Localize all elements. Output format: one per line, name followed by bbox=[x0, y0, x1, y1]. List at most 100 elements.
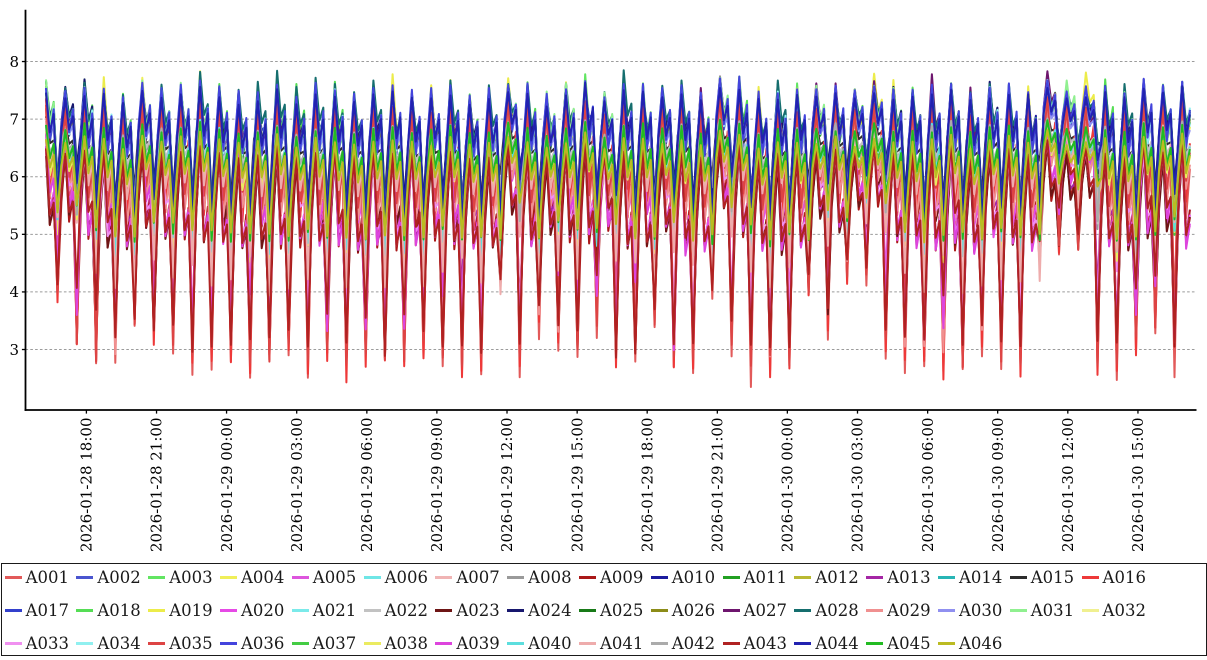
legend-swatch-a030 bbox=[937, 609, 955, 613]
y-tick-label-4: 4 bbox=[9, 283, 19, 301]
x-tick-label-12: 2026-01-30 06:00 bbox=[919, 418, 937, 552]
legend-label-a042: A042 bbox=[671, 633, 716, 653]
legend-item-a045: A045 bbox=[866, 630, 938, 657]
legend-label-a041: A041 bbox=[599, 633, 644, 653]
y-tick-label-3: 3 bbox=[9, 341, 19, 359]
legend-label-a026: A026 bbox=[671, 600, 716, 620]
legend-swatch-a041 bbox=[578, 642, 596, 646]
x-tick-label-0: 2026-01-28 18:00 bbox=[78, 418, 96, 552]
legend-label-a045: A045 bbox=[887, 633, 931, 653]
legend-item-a024: A024 bbox=[507, 597, 579, 624]
y-axis: 3 4 5 6 7 8 bbox=[9, 53, 26, 359]
legend-item-a016: A016 bbox=[1081, 564, 1154, 591]
legend-item-a019: A019 bbox=[148, 597, 220, 624]
legend-label-a007: A007 bbox=[456, 567, 500, 587]
legend-label-a020: A020 bbox=[240, 600, 285, 620]
legend-label-a046: A046 bbox=[958, 633, 1003, 653]
legend-item-a014: A014 bbox=[937, 564, 1010, 591]
legend-label-a016: A016 bbox=[1102, 567, 1146, 587]
legend-label-a003: A003 bbox=[169, 567, 213, 587]
legend-swatch-a007 bbox=[435, 576, 453, 580]
legend-item-a003: A003 bbox=[148, 564, 220, 591]
legend-swatch-a013 bbox=[866, 576, 884, 580]
legend-swatch-a037 bbox=[291, 642, 309, 646]
legend-label-a019: A019 bbox=[169, 600, 213, 620]
legend-swatch-a017 bbox=[4, 609, 22, 613]
legend-label-a044: A044 bbox=[815, 633, 859, 653]
legend-swatch-a042 bbox=[650, 642, 668, 646]
legend-item-a004: A004 bbox=[219, 564, 292, 591]
legend-swatch-a004 bbox=[219, 576, 237, 580]
legend-item-a044: A044 bbox=[794, 630, 866, 657]
x-tick-label-9: 2026-01-29 21:00 bbox=[709, 418, 727, 552]
legend-swatch-a012 bbox=[794, 576, 812, 580]
legend: A001 A002 A003 A004 A005 A006 A007 A008 A009 A010… bbox=[1, 563, 1207, 657]
legend-item-a025: A025 bbox=[578, 597, 651, 624]
legend-label-a037: A037 bbox=[312, 633, 357, 653]
legend-label-a005: A005 bbox=[312, 567, 357, 587]
legend-swatch-a021 bbox=[291, 609, 309, 613]
legend-swatch-a005 bbox=[291, 576, 309, 580]
x-tick-label-5: 2026-01-29 09:00 bbox=[428, 418, 446, 552]
legend-item-a036: A036 bbox=[219, 630, 292, 657]
legend-item-a010: A010 bbox=[650, 564, 723, 591]
legend-item-a008: A008 bbox=[507, 564, 579, 591]
y-tick-label-8: 8 bbox=[9, 53, 19, 71]
legend-swatch-a029 bbox=[866, 609, 884, 613]
legend-label-a029: A029 bbox=[887, 600, 931, 620]
legend-item-a018: A018 bbox=[76, 597, 148, 624]
series-line-A044 bbox=[45, 81, 1191, 227]
legend-swatch-a016 bbox=[1081, 576, 1099, 580]
legend-item-a028: A028 bbox=[794, 597, 866, 624]
legend-swatch-a001 bbox=[4, 576, 22, 580]
legend-item-a005: A005 bbox=[291, 564, 364, 591]
x-tick-label-4: 2026-01-29 06:00 bbox=[358, 418, 376, 552]
legend-swatch-a034 bbox=[76, 642, 94, 646]
legend-item-a007: A007 bbox=[435, 564, 507, 591]
legend-item-a026: A026 bbox=[650, 597, 723, 624]
x-tick-label-7: 2026-01-29 15:00 bbox=[568, 418, 586, 552]
legend-label-a011: A011 bbox=[743, 567, 787, 587]
legend-swatch-a043 bbox=[722, 642, 740, 646]
legend-swatch-a027 bbox=[722, 609, 740, 613]
legend-swatch-a022 bbox=[363, 609, 381, 613]
y-tick-label-7: 7 bbox=[9, 110, 19, 128]
legend-item-a043: A043 bbox=[722, 630, 795, 657]
legend-swatch-a023 bbox=[435, 609, 453, 613]
legend-item-a033: A033 bbox=[4, 630, 77, 657]
legend-item-a002: A002 bbox=[76, 564, 148, 591]
legend-label-a031: A031 bbox=[1030, 600, 1075, 620]
legend-label-a002: A002 bbox=[97, 567, 141, 587]
x-tick-label-13: 2026-01-30 09:00 bbox=[989, 418, 1007, 552]
legend-label-a027: A027 bbox=[743, 600, 787, 620]
x-tick-label-6: 2026-01-29 12:00 bbox=[498, 418, 516, 552]
legend-item-a037: A037 bbox=[291, 630, 364, 657]
legend-swatch-a025 bbox=[578, 609, 596, 613]
legend-label-a023: A023 bbox=[456, 600, 500, 620]
legend-swatch-a035 bbox=[148, 642, 166, 646]
legend-swatch-a019 bbox=[148, 609, 166, 613]
x-tick-label-14: 2026-01-30 12:00 bbox=[1059, 418, 1077, 552]
legend-label-a039: A039 bbox=[456, 633, 500, 653]
legend-item-a006: A006 bbox=[363, 564, 436, 591]
x-tick-label-15: 2026-01-30 15:00 bbox=[1129, 418, 1147, 552]
legend-label-a032: A032 bbox=[1102, 600, 1146, 620]
legend-item-a040: A040 bbox=[507, 630, 579, 657]
legend-item-a031: A031 bbox=[1009, 597, 1082, 624]
legend-swatch-a020 bbox=[219, 609, 237, 613]
legend-swatch-a014 bbox=[937, 576, 955, 580]
legend-swatch-a018 bbox=[76, 609, 94, 613]
legend-item-a034: A034 bbox=[76, 630, 148, 657]
legend-label-a013: A013 bbox=[887, 567, 931, 587]
legend-swatch-a009 bbox=[578, 576, 596, 580]
legend-swatch-a006 bbox=[363, 576, 381, 580]
legend-item-a020: A020 bbox=[219, 597, 292, 624]
legend-label-a025: A025 bbox=[599, 600, 644, 620]
legend-item-a042: A042 bbox=[650, 630, 723, 657]
legend-swatch-a008 bbox=[507, 576, 525, 580]
legend-label-a006: A006 bbox=[384, 567, 428, 587]
legend-swatch-a026 bbox=[650, 609, 668, 613]
legend-label-a035: A035 bbox=[169, 633, 213, 653]
legend-label-a024: A024 bbox=[528, 600, 572, 620]
legend-item-a001: A001 bbox=[4, 564, 77, 591]
